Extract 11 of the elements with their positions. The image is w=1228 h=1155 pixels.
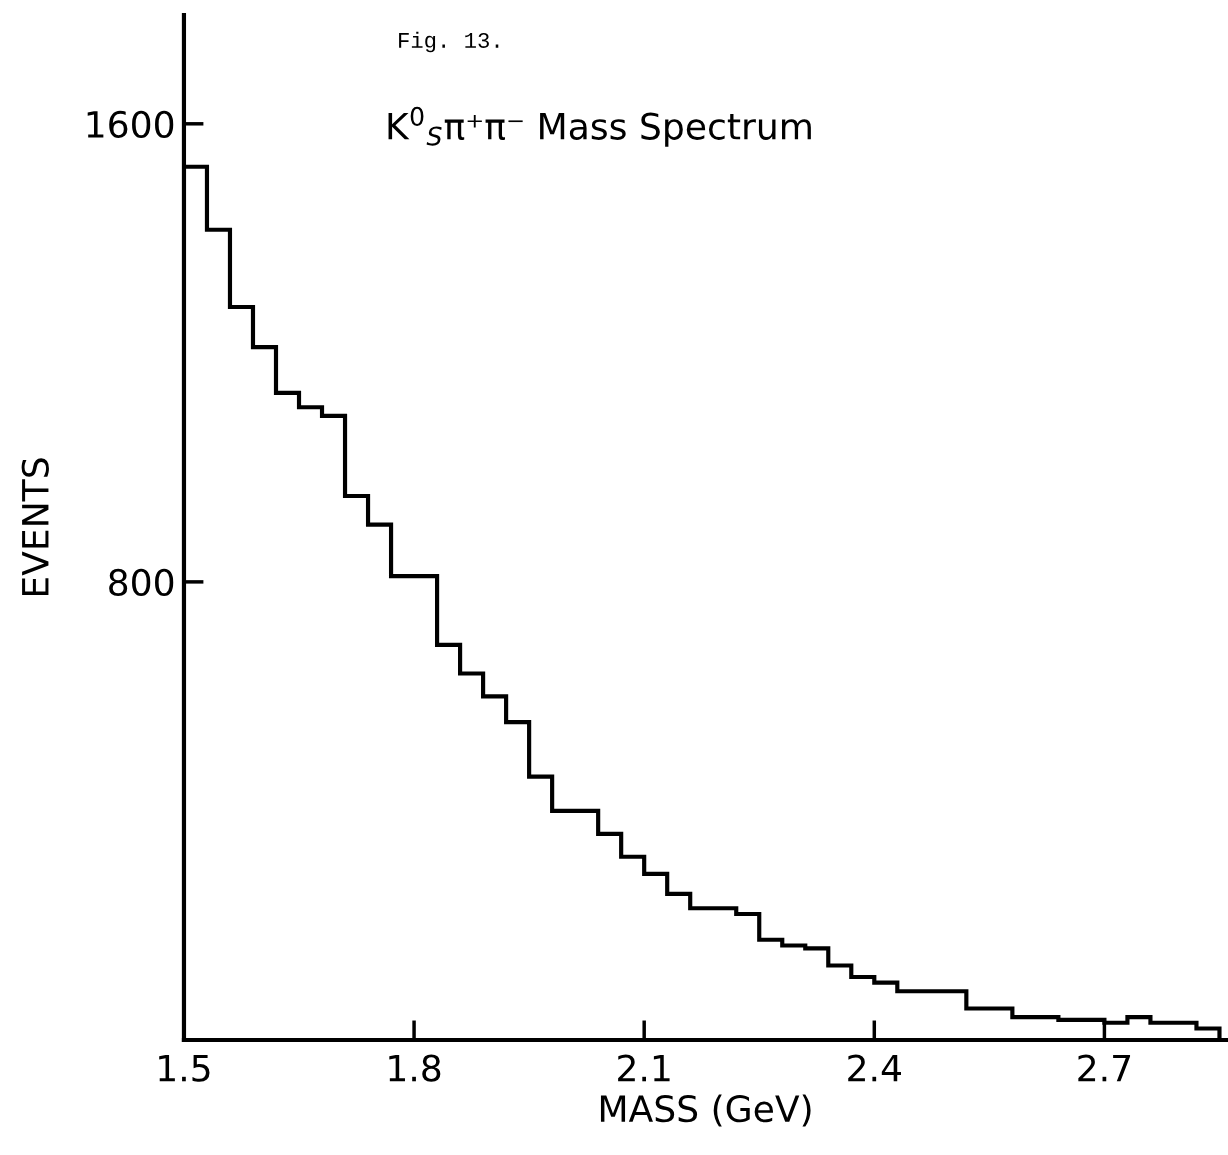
x-tick-label: 2.1 <box>618 1054 670 1082</box>
x-axis-title: MASS (GeV) <box>600 1094 811 1127</box>
x-tick-label: 2.7 <box>1078 1054 1131 1082</box>
y-axis-title: EVENTS <box>21 458 49 596</box>
x-tick-label: 1.8 <box>389 1054 441 1082</box>
x-tick-label: 2.4 <box>848 1054 901 1082</box>
text: Fig. 13. <box>399 31 499 53</box>
x-tick-label: 1.5 <box>159 1054 210 1082</box>
y-tick-label: 1600 <box>87 110 174 139</box>
text: K$^{0}$$_{S}$π⁺π⁻ Mass Spectrum <box>388 106 811 147</box>
y-tick-label: 800 <box>109 568 174 597</box>
